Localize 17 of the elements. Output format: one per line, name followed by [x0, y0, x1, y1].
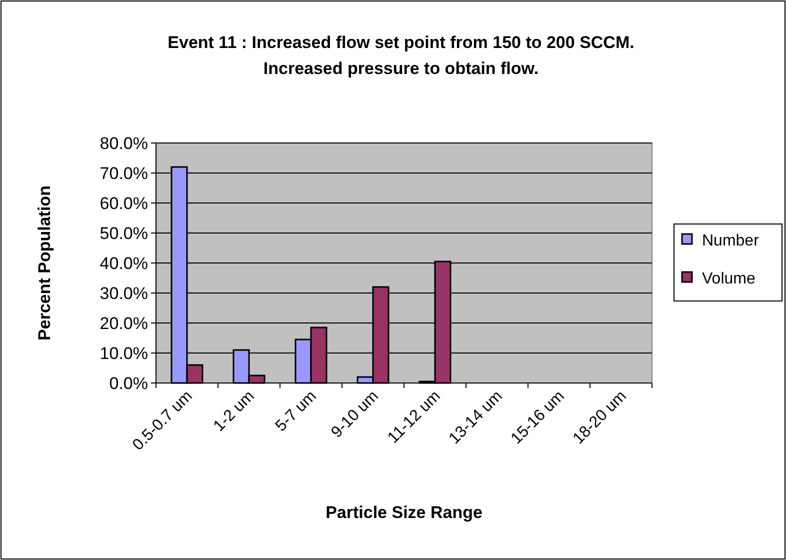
x-tick-label: 9-10 um: [328, 388, 382, 442]
y-axis-title: Percent Population: [35, 186, 54, 340]
y-tick-label: 40.0%: [100, 254, 148, 273]
chart-title: Event 11 : Increased flow set point from 150 to 200 SCCM. Increased pressure to obtain flow.: [168, 33, 634, 78]
legend-label: Volume: [702, 270, 756, 288]
y-tick-label: 30.0%: [100, 284, 148, 303]
x-tick-label: 1-2 um: [210, 388, 258, 436]
x-tick-label: 5-7 um: [272, 388, 320, 436]
y-tick-label: 80.0%: [100, 134, 148, 153]
y-tick-label: 10.0%: [100, 344, 148, 363]
x-axis-title: Particle Size Range: [326, 503, 482, 522]
y-tick-label: 70.0%: [100, 164, 148, 183]
y-tick-label: 20.0%: [100, 314, 148, 333]
y-tick-label: 60.0%: [100, 194, 148, 213]
y-tick-label: 50.0%: [100, 224, 148, 243]
y-tick-label: 0.0%: [109, 374, 148, 393]
legend-label: Number: [702, 232, 760, 250]
